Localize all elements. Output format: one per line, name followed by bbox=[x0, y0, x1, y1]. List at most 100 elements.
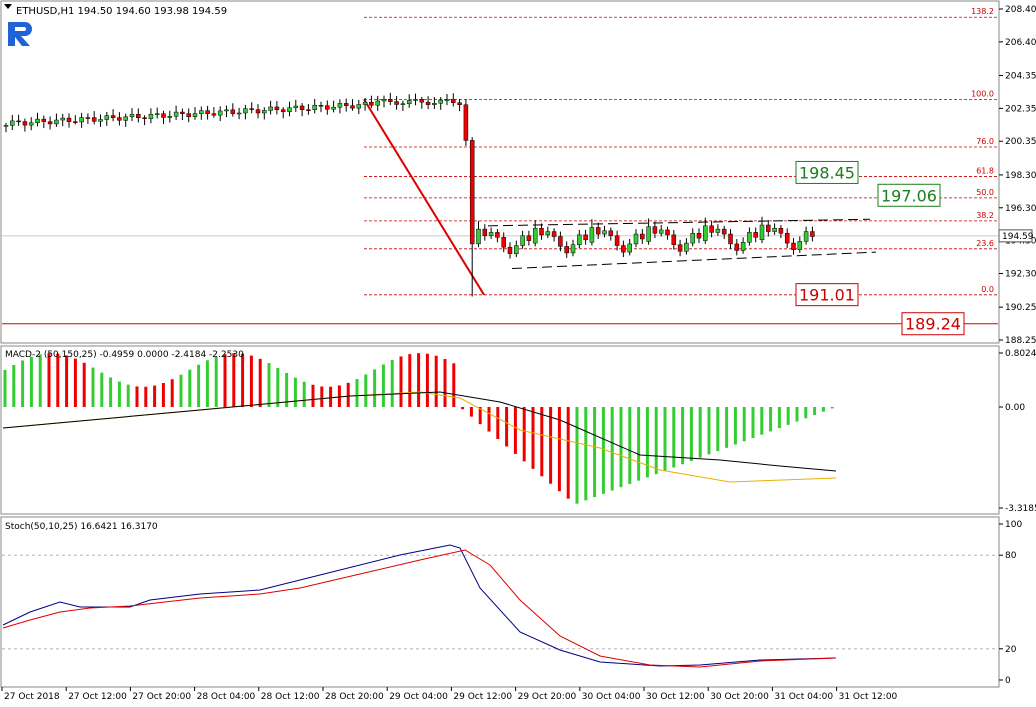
candle-body[interactable] bbox=[262, 110, 267, 114]
price-annotation-box[interactable] bbox=[901, 312, 965, 336]
candle-body[interactable] bbox=[236, 112, 242, 115]
candle-body[interactable] bbox=[803, 231, 809, 242]
candle-body[interactable] bbox=[331, 106, 336, 110]
candle-body[interactable] bbox=[526, 235, 532, 241]
candle-body[interactable] bbox=[728, 233, 733, 245]
candle-body[interactable] bbox=[211, 113, 217, 116]
candle-body[interactable] bbox=[432, 103, 437, 105]
candle-body[interactable] bbox=[375, 100, 380, 106]
macd-panel[interactable] bbox=[0, 345, 1000, 515]
candle-body[interactable] bbox=[136, 114, 141, 118]
candle-body[interactable] bbox=[810, 231, 815, 237]
candle-body[interactable] bbox=[791, 242, 796, 250]
candle-body[interactable] bbox=[343, 103, 349, 106]
candle-body[interactable] bbox=[16, 120, 21, 123]
candle-body[interactable] bbox=[243, 108, 248, 114]
candle-body[interactable] bbox=[551, 231, 557, 237]
candle-body[interactable] bbox=[66, 117, 72, 122]
candle-body[interactable] bbox=[658, 229, 664, 234]
candle-body[interactable] bbox=[41, 118, 47, 122]
candle-body[interactable] bbox=[161, 113, 166, 118]
candle-body[interactable] bbox=[696, 232, 702, 239]
candle-body[interactable] bbox=[759, 224, 765, 241]
candle-body[interactable] bbox=[734, 243, 740, 251]
candle-body[interactable] bbox=[627, 243, 632, 253]
candle-body[interactable] bbox=[532, 228, 538, 244]
candle-body[interactable] bbox=[274, 106, 280, 110]
candle-body[interactable] bbox=[47, 121, 53, 125]
candle-body[interactable] bbox=[469, 140, 475, 245]
candle-body[interactable] bbox=[514, 245, 519, 255]
candle-body[interactable] bbox=[621, 245, 626, 253]
candle-body[interactable] bbox=[255, 109, 261, 114]
candle-body[interactable] bbox=[608, 230, 614, 236]
candle-body[interactable] bbox=[784, 232, 790, 244]
candle-body[interactable] bbox=[129, 114, 135, 118]
candle-body[interactable] bbox=[148, 113, 154, 119]
candle-body[interactable] bbox=[463, 104, 469, 141]
candle-body[interactable] bbox=[766, 224, 771, 232]
candle-body[interactable] bbox=[224, 109, 229, 112]
candle-body[interactable] bbox=[703, 225, 708, 241]
candle-body[interactable] bbox=[633, 233, 639, 245]
candle-body[interactable] bbox=[369, 101, 374, 106]
candle-body[interactable] bbox=[501, 237, 506, 248]
candle-body[interactable] bbox=[356, 104, 362, 109]
price-annotation-box[interactable] bbox=[795, 160, 859, 184]
candle-body[interactable] bbox=[614, 235, 620, 246]
candle-body[interactable] bbox=[558, 236, 563, 247]
candle-body[interactable] bbox=[394, 101, 399, 105]
candle-body[interactable] bbox=[457, 102, 462, 105]
candle-body[interactable] bbox=[299, 105, 305, 110]
candle-body[interactable] bbox=[747, 232, 752, 243]
candle-body[interactable] bbox=[173, 111, 179, 117]
candle-body[interactable] bbox=[123, 116, 128, 121]
candle-body[interactable] bbox=[306, 109, 311, 111]
candle-body[interactable] bbox=[91, 117, 97, 122]
candle-body[interactable] bbox=[186, 113, 191, 117]
candle-body[interactable] bbox=[35, 118, 40, 123]
candle-body[interactable] bbox=[488, 232, 494, 236]
candle-body[interactable] bbox=[772, 228, 777, 232]
candle-body[interactable] bbox=[444, 99, 450, 101]
candle-body[interactable] bbox=[495, 232, 500, 238]
candle-body[interactable] bbox=[10, 120, 15, 126]
candle-body[interactable] bbox=[388, 99, 393, 102]
candle-body[interactable] bbox=[425, 101, 431, 105]
candle-body[interactable] bbox=[154, 113, 160, 115]
dropdown-triangle-icon[interactable] bbox=[4, 4, 12, 9]
candle-body[interactable] bbox=[293, 105, 299, 108]
candle-body[interactable] bbox=[671, 234, 677, 245]
candle-body[interactable] bbox=[400, 103, 406, 106]
candle-body[interactable] bbox=[482, 228, 488, 236]
candle-body[interactable] bbox=[570, 244, 576, 254]
candle-body[interactable] bbox=[406, 100, 412, 105]
candle-body[interactable] bbox=[589, 227, 595, 243]
candle-body[interactable] bbox=[381, 99, 387, 102]
candle-body[interactable] bbox=[337, 103, 343, 108]
candle-body[interactable] bbox=[22, 121, 28, 126]
candle-body[interactable] bbox=[268, 106, 273, 111]
candle-body[interactable] bbox=[3, 125, 9, 127]
candle-body[interactable] bbox=[167, 116, 173, 118]
candle-body[interactable] bbox=[249, 108, 254, 110]
candle-body[interactable] bbox=[577, 234, 582, 245]
candle-body[interactable] bbox=[476, 228, 481, 245]
candle-body[interactable] bbox=[192, 113, 198, 117]
candle-body[interactable] bbox=[545, 231, 551, 236]
candle-body[interactable] bbox=[715, 228, 721, 233]
candle-body[interactable] bbox=[205, 110, 210, 114]
stoch-panel[interactable] bbox=[0, 516, 1000, 688]
candle-body[interactable] bbox=[438, 99, 443, 104]
candle-body[interactable] bbox=[640, 233, 645, 240]
candle-body[interactable] bbox=[778, 228, 784, 234]
candle-body[interactable] bbox=[797, 241, 803, 250]
candle-body[interactable] bbox=[602, 230, 607, 235]
candle-body[interactable] bbox=[652, 226, 658, 234]
candle-body[interactable] bbox=[362, 101, 368, 105]
candle-body[interactable] bbox=[677, 244, 683, 252]
candle-body[interactable] bbox=[646, 226, 651, 242]
candle-body[interactable] bbox=[690, 232, 695, 244]
candle-body[interactable] bbox=[85, 117, 91, 119]
